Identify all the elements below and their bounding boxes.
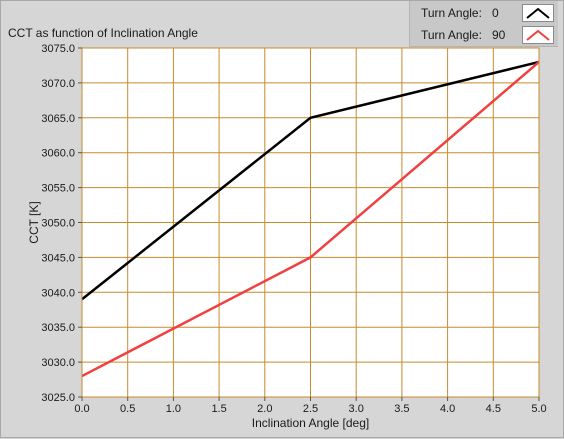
y-tick-label: 3060.0: [41, 148, 75, 160]
x-tick-label: 4.5: [486, 403, 501, 415]
x-tick-label: 5.0: [531, 403, 546, 415]
y-tick-label: 3050.0: [41, 218, 75, 230]
y-tick-label: 3030.0: [41, 357, 75, 369]
x-tick-label: 0.0: [74, 403, 89, 415]
x-tick-label: 1.0: [166, 403, 181, 415]
x-tick-label: 3.5: [394, 403, 409, 415]
x-tick-label: 2.5: [303, 403, 318, 415]
x-axis-title: Inclination Angle [deg]: [252, 416, 369, 430]
x-tick-label: 1.5: [211, 403, 226, 415]
x-tick-label: 4.0: [440, 403, 455, 415]
y-tick-label: 3045.0: [41, 252, 75, 264]
y-tick-label: 3065.0: [41, 113, 75, 125]
y-tick-label: 3070.0: [41, 78, 75, 90]
y-tick-label: 3055.0: [41, 183, 75, 195]
x-tick-label: 2.0: [257, 403, 272, 415]
x-tick-label: 3.0: [349, 403, 364, 415]
y-tick-label: 3035.0: [41, 322, 75, 334]
y-tick-label: 3025.0: [41, 392, 75, 404]
x-tick-label: 0.5: [120, 403, 135, 415]
y-tick-label: 3040.0: [41, 287, 75, 299]
y-axis-title: CCT [K]: [27, 201, 41, 243]
y-tick-label: 3075.0: [41, 43, 75, 55]
